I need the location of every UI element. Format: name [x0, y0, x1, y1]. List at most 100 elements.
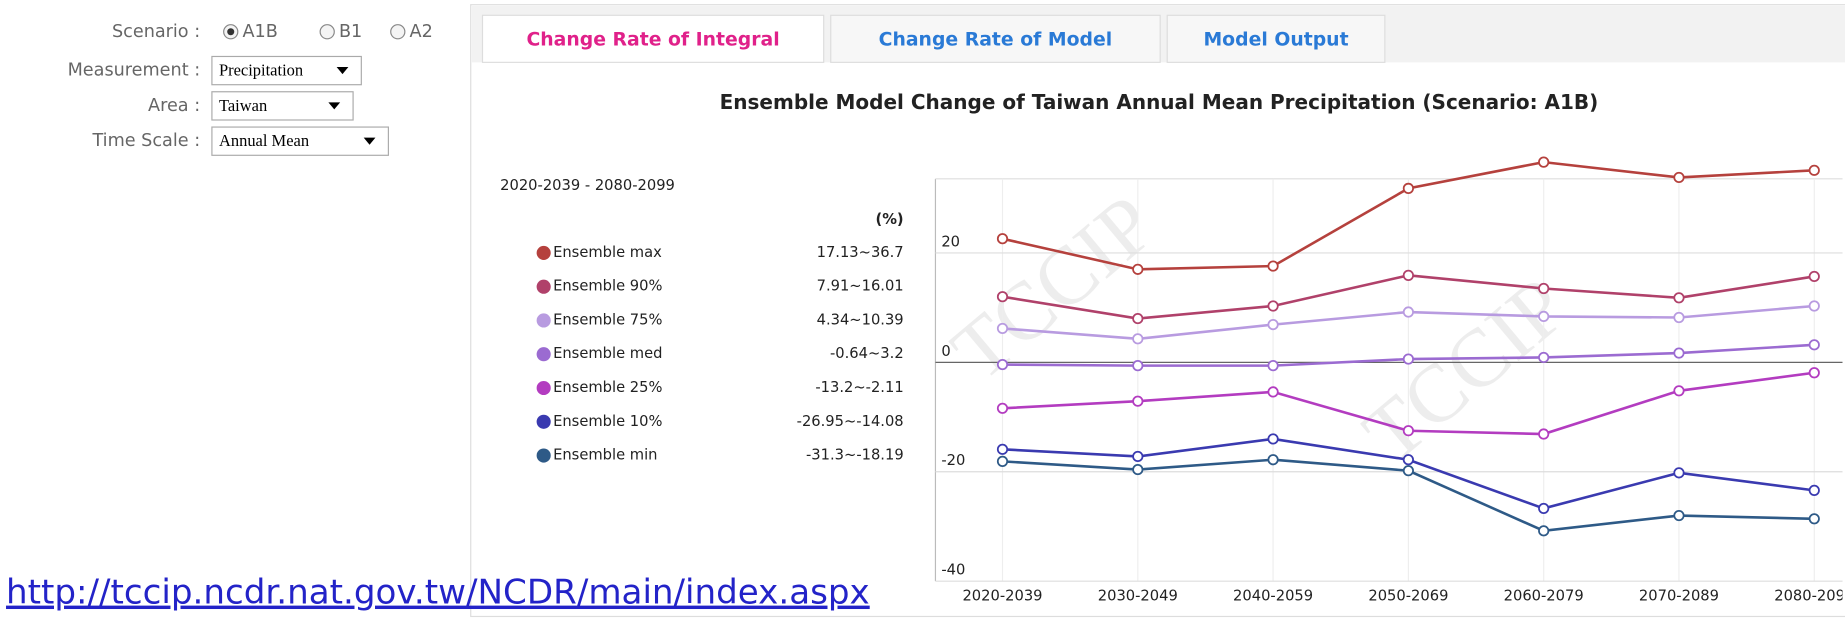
point: [996, 443, 1009, 455]
select[interactable]: [211, 126, 389, 156]
radio-label[interactable]: A1B: [243, 22, 278, 42]
point: [1132, 463, 1144, 476]
x-tick-label: 2030-2049: [1098, 587, 1178, 604]
tab-panel: [470, 4, 1845, 618]
legend-swatch: [536, 347, 551, 362]
y-tick-label: 0: [941, 343, 950, 360]
tab[interactable]: [1166, 14, 1386, 63]
legend-swatch: [536, 380, 551, 396]
point: [1402, 454, 1414, 466]
form-label: Measurement :: [68, 61, 201, 81]
point: [1673, 347, 1685, 359]
point: [996, 291, 1009, 303]
point: [1267, 319, 1279, 331]
point: [1267, 360, 1279, 372]
x-tick-label: 2020-2039: [962, 587, 1042, 604]
point: [1402, 306, 1414, 318]
select[interactable]: [211, 55, 362, 86]
radio-dot: [227, 28, 235, 36]
point: [1538, 310, 1550, 322]
point: [1132, 450, 1144, 463]
legend-range: -0.64~3.2: [830, 345, 904, 362]
legend-range: 7.91~16.01: [817, 278, 904, 295]
radio-label[interactable]: B1: [339, 22, 362, 42]
legend-name: Ensemble max: [553, 244, 662, 261]
select-value: Annual Mean: [219, 131, 309, 150]
point: [1673, 509, 1685, 522]
point: [1673, 292, 1685, 304]
point: [1808, 484, 1820, 496]
point: [996, 322, 1009, 335]
radio[interactable]: [390, 24, 406, 40]
point: [1402, 465, 1414, 477]
point: [1267, 433, 1279, 445]
x-tick-label: 2060-2079: [1504, 587, 1584, 604]
point: [1538, 502, 1550, 515]
point: [1808, 513, 1820, 525]
tab-label[interactable]: Change Rate of Model: [879, 29, 1113, 50]
point: [1673, 467, 1685, 479]
x-tick-label: 2070-2089: [1639, 587, 1719, 604]
point: [996, 358, 1009, 371]
select-value: Precipitation: [219, 61, 303, 80]
tab-label[interactable]: Model Output: [1203, 29, 1348, 50]
point: [1267, 300, 1279, 312]
point: [996, 402, 1009, 414]
legend-name: Ensemble 10%: [553, 413, 662, 430]
tab-label[interactable]: Change Rate of Integral: [526, 29, 779, 50]
radio[interactable]: [319, 24, 335, 40]
form-label: Scenario :: [112, 22, 200, 42]
tab[interactable]: [830, 14, 1161, 63]
point: [1673, 171, 1685, 184]
point: [1132, 312, 1144, 325]
legend-title: 2020-2039 - 2080-2099: [500, 177, 675, 194]
point: [1808, 300, 1820, 312]
form-label: Time Scale :: [91, 131, 200, 151]
point: [1402, 182, 1414, 194]
point: [1808, 367, 1820, 379]
legend-name: Ensemble 75%: [553, 311, 662, 328]
overlay: http://tccip.ncdr.nat.gov.tw/NCDR/main/i…: [6, 573, 870, 613]
point: [1402, 269, 1414, 281]
chart-title: Ensemble Model Change of Taiwan Annual M…: [720, 90, 1599, 114]
x-tick-label: 2040-2059: [1233, 587, 1313, 604]
y-tick-label: -40: [941, 562, 965, 579]
select[interactable]: [211, 91, 354, 121]
point: [1402, 353, 1414, 365]
form: Scenario : Measurement : Area : Time Scale …: [68, 22, 433, 156]
legend-swatch: [536, 279, 551, 294]
point: [1538, 525, 1550, 537]
select-value: Taiwan: [219, 96, 267, 115]
legend-swatch: [536, 245, 551, 260]
point: [1538, 351, 1550, 364]
point: [1267, 454, 1279, 466]
y-tick-label: 20: [941, 233, 960, 250]
point: [1538, 428, 1550, 440]
point: [1132, 263, 1144, 275]
point: [996, 233, 1009, 245]
tab[interactable]: [481, 14, 825, 63]
legend-name: Ensemble 90%: [553, 278, 662, 295]
legend-range: -13.2~-2.11: [815, 379, 903, 396]
select-arrow: [363, 137, 376, 145]
point: [1267, 386, 1279, 398]
point: [1402, 425, 1414, 437]
select-arrow: [328, 102, 341, 110]
tabs: Change Rate of Integral Change Rate of Mo…: [481, 14, 1386, 63]
legend-unit: (%): [876, 211, 904, 228]
legend-range: -31.3~-18.19: [806, 447, 904, 464]
legend-range: 4.34~10.39: [817, 311, 904, 328]
point: [1267, 260, 1279, 272]
point: [1538, 282, 1550, 295]
point: [1132, 360, 1144, 372]
x-tick-label: 2050-2069: [1368, 587, 1448, 604]
point: [1673, 385, 1685, 397]
radio-label[interactable]: A2: [410, 22, 433, 42]
point: [996, 455, 1009, 467]
url: http://tccip.ncdr.nat.gov.tw/NCDR/main/i…: [6, 573, 870, 613]
point: [1132, 395, 1144, 407]
select-arrow: [336, 67, 349, 75]
point: [1538, 156, 1550, 168]
legend-name: Ensemble 25%: [553, 379, 662, 396]
